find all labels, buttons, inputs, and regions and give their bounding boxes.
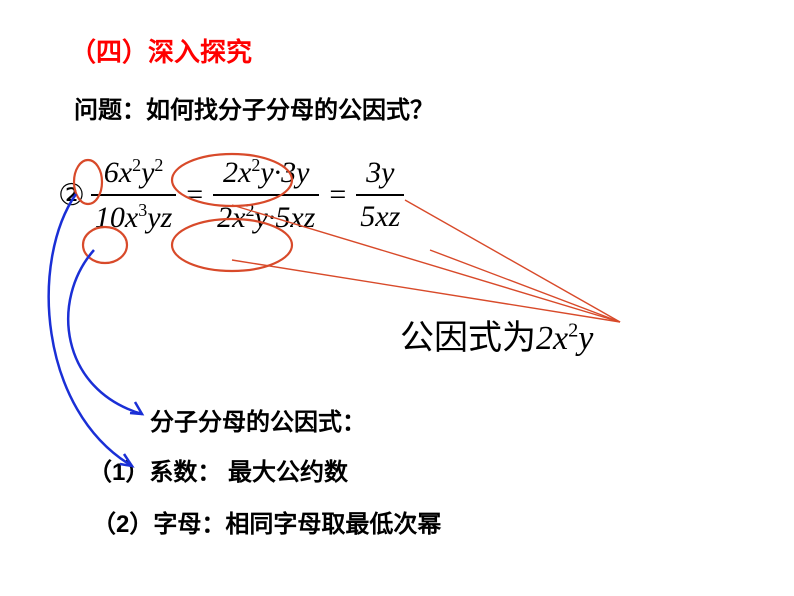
fraction-3-den: 5xz <box>356 200 404 234</box>
fraction-2-num: 2x2y·3y <box>219 155 313 190</box>
section-title: （四）深入探究 <box>70 32 252 69</box>
fraction-1: 6x2y2 10x3yz <box>91 155 176 235</box>
question-line: 问题：如何找分子分母的公因式？ <box>74 90 434 125</box>
equals-2: = <box>329 178 346 212</box>
conclusion-intro-text: 分子分母的公因式： <box>150 409 366 436</box>
conclusion-line-1-text: （1）系数： 最大公约数 <box>88 459 348 486</box>
fraction-1-num: 6x2y2 <box>100 155 168 190</box>
fraction-3-num: 3y <box>362 156 398 190</box>
common-factor-line: 公因式为2x2y <box>400 310 593 359</box>
conclusion-intro: 分子分母的公因式： <box>150 402 366 437</box>
common-factor-value: 2x2y <box>536 320 593 357</box>
item-label: ② <box>58 178 85 213</box>
conclusion-line-2-text: （2）字母：相同字母取最低次幂 <box>92 511 441 538</box>
conclusion-line-1: （1）系数： 最大公约数 <box>88 452 348 487</box>
fraction-3: 3y 5xz <box>356 156 404 234</box>
fraction-1-den: 10x3yz <box>91 200 176 235</box>
section-title-text: （四）深入探究 <box>70 37 252 67</box>
fraction-2-den: 2x2y·5xz <box>213 200 319 235</box>
common-factor-label: 公因式为 <box>400 320 536 357</box>
conclusion-line-2: （2）字母：相同字母取最低次幂 <box>92 504 441 539</box>
equals-1: = <box>186 178 203 212</box>
math-expression: ② 6x2y2 10x3yz = 2x2y·3y 2x2y·5xz = 3y 5… <box>58 155 408 235</box>
fraction-2: 2x2y·3y 2x2y·5xz <box>213 155 319 235</box>
question-text: 问题：如何找分子分母的公因式？ <box>74 97 434 124</box>
